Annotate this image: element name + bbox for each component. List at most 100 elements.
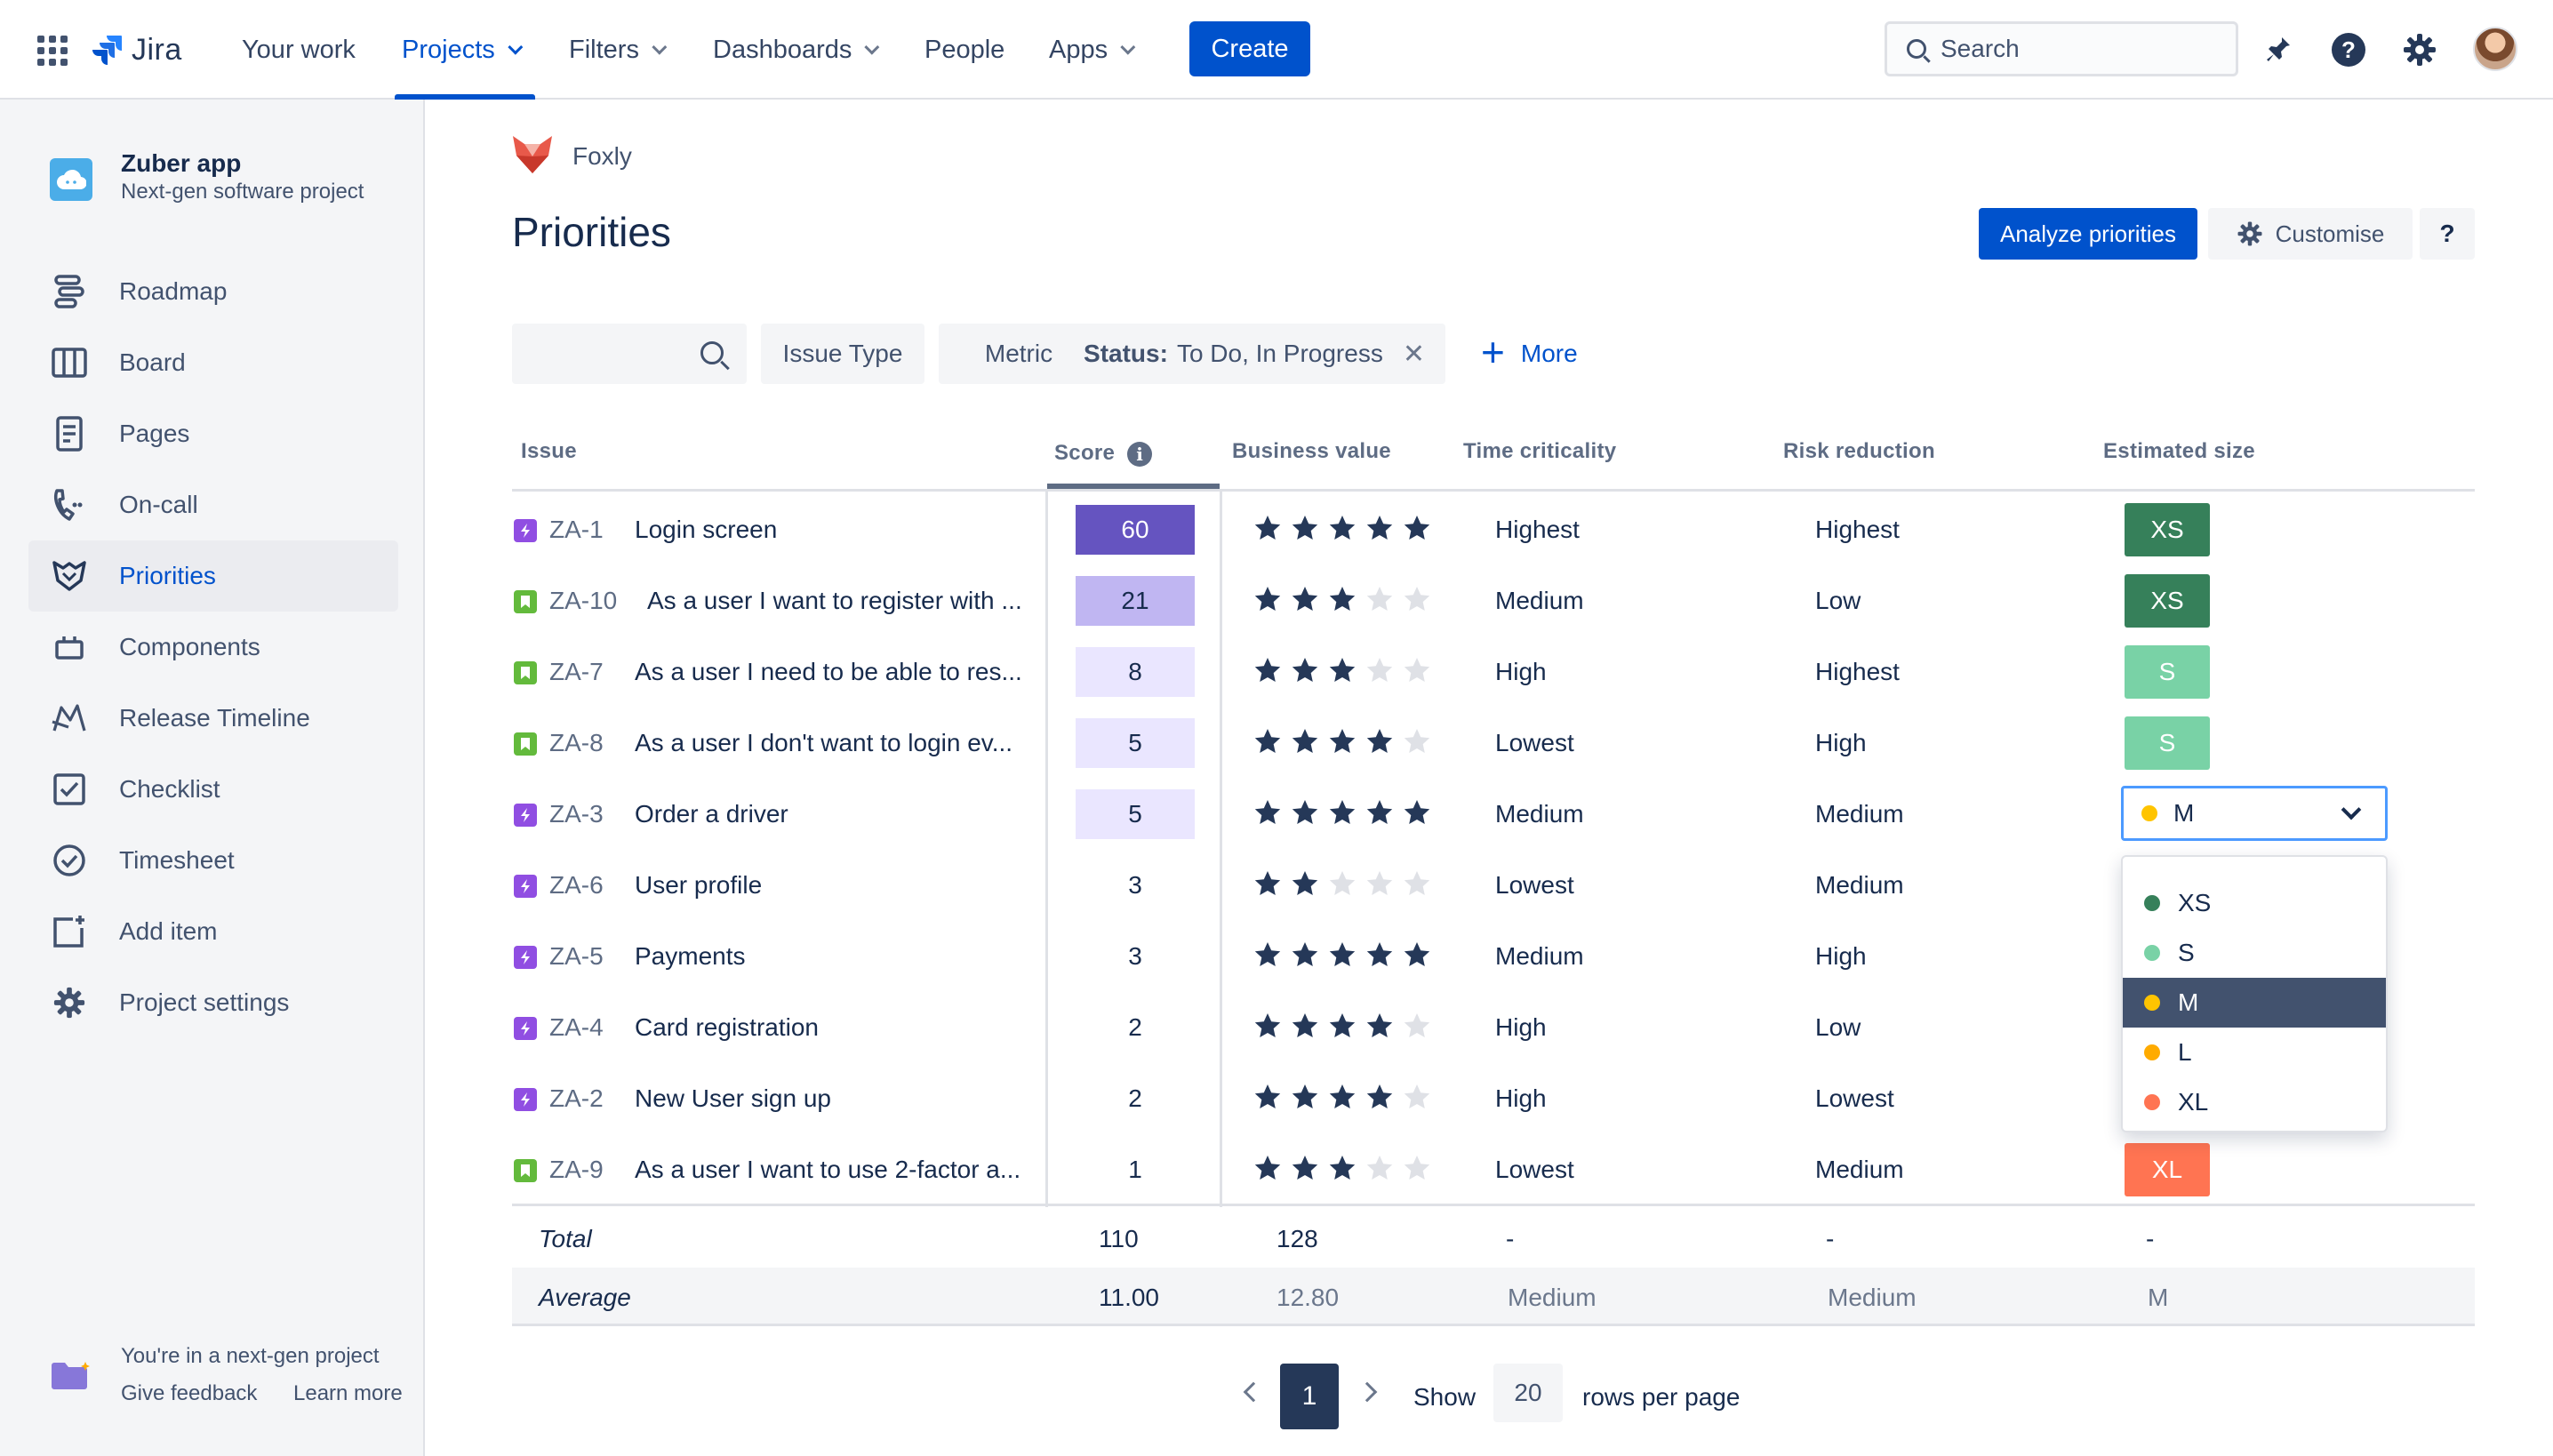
issue-key[interactable]: ZA-8	[549, 729, 604, 756]
column-header-issue[interactable]: Issue	[521, 439, 577, 463]
star-icon[interactable]	[1365, 727, 1394, 756]
size-option-s[interactable]: S	[2123, 928, 2386, 978]
star-icon[interactable]	[1365, 1012, 1394, 1040]
info-icon[interactable]: i	[1127, 441, 1153, 467]
nav-people[interactable]: People	[924, 32, 1004, 68]
risk-reduction-cell[interactable]: Lowest	[1815, 1084, 1894, 1112]
size-option-xl[interactable]: XL	[2123, 1077, 2386, 1127]
size-option-m[interactable]: M	[2123, 978, 2386, 1028]
issue-summary[interactable]: New User sign up	[635, 1084, 831, 1112]
star-icon[interactable]	[1403, 798, 1431, 827]
table-row[interactable]: ZA-1 Login screen 60 Highest Highest XS	[512, 494, 2475, 565]
star-icon[interactable]	[1253, 585, 1282, 613]
time-criticality-cell[interactable]: Medium	[1495, 587, 1584, 614]
issue-summary[interactable]: As a user I want to use 2-factor a...	[635, 1156, 1021, 1183]
nav-filters[interactable]: Filters	[569, 32, 668, 68]
sidebar-item-timesheet[interactable]: Timesheet	[28, 825, 398, 896]
star-icon[interactable]	[1328, 727, 1357, 756]
sidebar-item-add-item[interactable]: Add item	[28, 896, 398, 967]
sidebar-item-priorities[interactable]: Priorities	[28, 540, 398, 612]
star-icon[interactable]	[1253, 940, 1282, 969]
star-icon[interactable]	[1365, 514, 1394, 542]
star-icon[interactable]	[1291, 1154, 1319, 1182]
risk-reduction-cell[interactable]: High	[1815, 729, 1867, 756]
sidebar-item-pages[interactable]: Pages	[28, 398, 398, 469]
business-value-rating[interactable]	[1253, 514, 1431, 542]
search-box[interactable]	[1885, 21, 2238, 76]
column-header-score[interactable]: Score i	[1054, 441, 1153, 467]
issue-key[interactable]: ZA-7	[549, 658, 604, 685]
issue-key[interactable]: ZA-2	[549, 1084, 604, 1112]
help-icon[interactable]: ?	[2329, 30, 2368, 69]
give-feedback-link[interactable]: Give feedback	[121, 1381, 258, 1405]
star-icon[interactable]	[1365, 869, 1394, 898]
sidebar-item-release-timeline[interactable]: Release Timeline	[28, 683, 398, 754]
table-row[interactable]: ZA-7 As a user I need to be able to res..…	[512, 636, 2475, 708]
star-icon[interactable]	[1253, 656, 1282, 684]
learn-more-link[interactable]: Learn more	[293, 1381, 403, 1405]
sidebar-item-roadmap[interactable]: Roadmap	[28, 256, 398, 327]
column-header-risk-reduction[interactable]: Risk reduction	[1783, 439, 1935, 463]
star-icon[interactable]	[1291, 1012, 1319, 1040]
sidebar-item-board[interactable]: Board	[28, 327, 398, 398]
star-icon[interactable]	[1365, 798, 1394, 827]
issue-summary[interactable]: As a user I don't want to login ev...	[635, 729, 1013, 756]
issue-type-filter[interactable]: Issue Type	[761, 324, 924, 384]
size-option-l[interactable]: L	[2123, 1028, 2386, 1077]
time-criticality-cell[interactable]: Medium	[1495, 800, 1584, 828]
table-row[interactable]: ZA-2 New User sign up 2 High Lowest	[512, 1063, 2475, 1134]
star-icon[interactable]	[1403, 1012, 1431, 1040]
time-criticality-cell[interactable]: High	[1495, 658, 1547, 685]
nav-dashboards[interactable]: Dashboards	[713, 32, 880, 68]
star-icon[interactable]	[1291, 798, 1319, 827]
column-header-time-criticality[interactable]: Time criticality	[1463, 439, 1617, 463]
star-icon[interactable]	[1291, 1083, 1319, 1111]
settings-icon[interactable]	[2400, 30, 2439, 69]
table-row[interactable]: ZA-3 Order a driver 5 Medium Medium	[512, 779, 2475, 850]
app-switcher-icon[interactable]	[37, 36, 68, 66]
time-criticality-cell[interactable]: High	[1495, 1084, 1547, 1112]
table-row[interactable]: ZA-6 User profile 3 Lowest Medium	[512, 850, 2475, 921]
star-icon[interactable]	[1328, 798, 1357, 827]
size-option-xs[interactable]: XS	[2123, 878, 2386, 928]
table-row[interactable]: ZA-8 As a user I don't want to login ev..…	[512, 708, 2475, 779]
star-icon[interactable]	[1403, 585, 1431, 613]
sidebar-item-project-settings[interactable]: Project settings	[28, 967, 398, 1038]
time-criticality-cell[interactable]: Lowest	[1495, 871, 1574, 899]
star-icon[interactable]	[1403, 940, 1431, 969]
star-icon[interactable]	[1365, 940, 1394, 969]
star-icon[interactable]	[1403, 727, 1431, 756]
star-icon[interactable]	[1328, 585, 1357, 613]
time-criticality-cell[interactable]: Lowest	[1495, 729, 1574, 756]
rows-per-page-select[interactable]: 20	[1493, 1364, 1563, 1422]
star-icon[interactable]	[1403, 869, 1431, 898]
risk-reduction-cell[interactable]: High	[1815, 942, 1867, 970]
estimated-size-badge[interactable]: S	[2125, 645, 2210, 699]
star-icon[interactable]	[1403, 1083, 1431, 1111]
star-icon[interactable]	[1365, 585, 1394, 613]
status-filter[interactable]: Status: To Do, In Progress ✕	[1063, 324, 1445, 384]
star-icon[interactable]	[1328, 869, 1357, 898]
star-icon[interactable]	[1365, 1154, 1394, 1182]
estimated-size-badge[interactable]: XS	[2125, 574, 2210, 628]
star-icon[interactable]	[1253, 514, 1282, 542]
time-criticality-cell[interactable]: Highest	[1495, 516, 1580, 543]
column-header-estimated-size[interactable]: Estimated size	[2103, 439, 2255, 463]
star-icon[interactable]	[1365, 1083, 1394, 1111]
chevron-left-icon[interactable]	[1243, 1381, 1264, 1403]
star-icon[interactable]	[1328, 1154, 1357, 1182]
avatar[interactable]	[2473, 27, 2517, 71]
risk-reduction-cell[interactable]: Highest	[1815, 516, 1900, 543]
issue-summary[interactable]: As a user I need to be able to res...	[635, 658, 1022, 685]
create-button[interactable]: Create	[1189, 21, 1310, 76]
jira-logo[interactable]: Jira	[89, 28, 182, 71]
customise-button[interactable]: Customise	[2208, 208, 2413, 260]
issue-key[interactable]: ZA-3	[549, 800, 604, 828]
issue-summary[interactable]: Order a driver	[635, 800, 788, 828]
risk-reduction-cell[interactable]: Medium	[1815, 800, 1904, 828]
issue-key[interactable]: ZA-6	[549, 871, 604, 899]
issue-summary[interactable]: Payments	[635, 942, 746, 970]
risk-reduction-cell[interactable]: Medium	[1815, 1156, 1904, 1183]
business-value-rating[interactable]	[1253, 940, 1431, 969]
nav-projects[interactable]: Projects	[402, 32, 524, 68]
